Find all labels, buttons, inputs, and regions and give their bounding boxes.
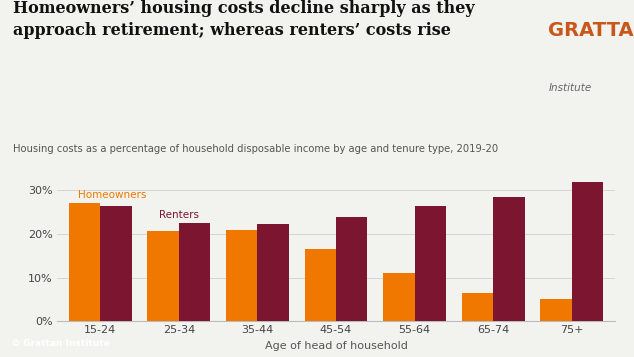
Bar — [540, 300, 572, 321]
Bar — [462, 293, 493, 321]
Bar — [226, 230, 257, 321]
Text: © Grattan Institute: © Grattan Institute — [11, 339, 110, 348]
Bar — [148, 231, 179, 321]
Bar — [179, 223, 210, 321]
Bar — [304, 249, 336, 321]
Bar — [336, 217, 368, 321]
Bar — [257, 224, 289, 321]
Text: Housing costs as a percentage of household disposable income by age and tenure t: Housing costs as a percentage of househo… — [13, 144, 498, 154]
Bar — [415, 206, 446, 321]
Bar — [69, 203, 100, 321]
Bar — [383, 273, 415, 321]
Text: Institute: Institute — [548, 83, 592, 93]
Bar — [100, 206, 132, 321]
Text: Homeowners: Homeowners — [78, 190, 146, 200]
Bar — [493, 197, 524, 321]
Text: Renters: Renters — [159, 210, 199, 220]
X-axis label: Age of head of household: Age of head of household — [264, 341, 408, 351]
Bar — [572, 182, 603, 321]
Text: Homeowners’ housing costs decline sharply as they
approach retirement; whereas r: Homeowners’ housing costs decline sharpl… — [13, 0, 474, 39]
Text: GRATTAN: GRATTAN — [548, 21, 634, 40]
